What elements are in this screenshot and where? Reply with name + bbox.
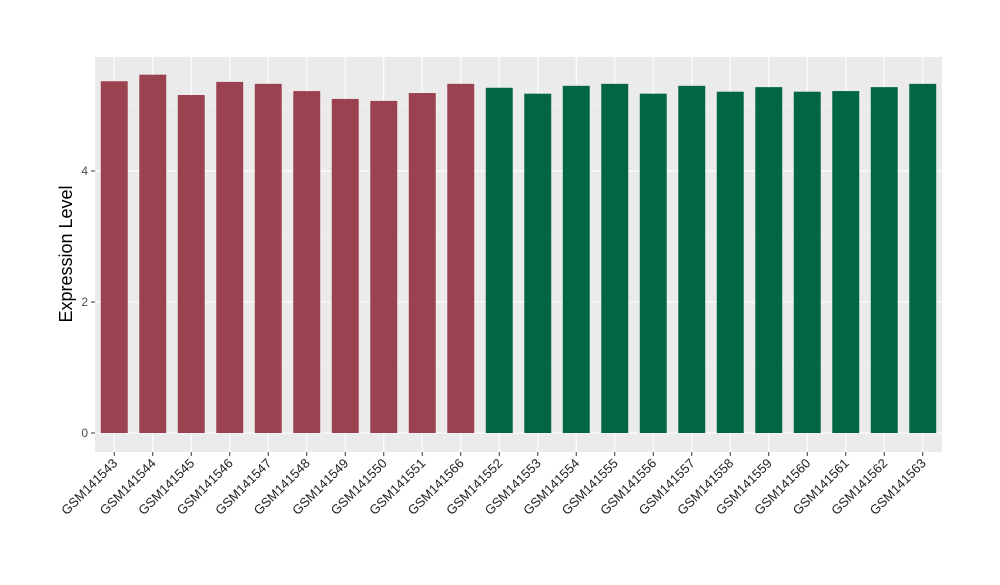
bar-GSM141551 <box>408 93 436 434</box>
y-tick-label: 2 <box>81 295 88 309</box>
bar-GSM141562 <box>870 87 898 434</box>
bar-GSM141548 <box>293 91 321 434</box>
bar-GSM141557 <box>678 85 706 434</box>
bar-GSM141546 <box>216 81 244 434</box>
bar-GSM141545 <box>177 94 205 434</box>
bar-GSM141566 <box>447 83 475 434</box>
bar-GSM141556 <box>639 93 667 434</box>
bar-GSM141560 <box>793 91 821 434</box>
bar-GSM141563 <box>909 83 937 434</box>
bar-GSM141555 <box>601 83 629 434</box>
bar-GSM141547 <box>254 83 282 434</box>
y-tick-label: 4 <box>81 164 88 178</box>
bar-GSM141543 <box>100 81 128 434</box>
bar-GSM141558 <box>716 91 744 434</box>
bar-GSM141544 <box>139 74 167 434</box>
y-axis-label: Expression Level <box>56 185 76 322</box>
bar-GSM141554 <box>562 85 590 434</box>
bar-GSM141561 <box>832 91 860 434</box>
bar-GSM141553 <box>524 93 552 434</box>
bar-GSM141550 <box>370 100 398 434</box>
bar-GSM141559 <box>755 87 783 434</box>
bar-GSM141549 <box>331 98 359 434</box>
y-tick-label: 0 <box>81 426 88 440</box>
bar-GSM141552 <box>485 87 513 434</box>
